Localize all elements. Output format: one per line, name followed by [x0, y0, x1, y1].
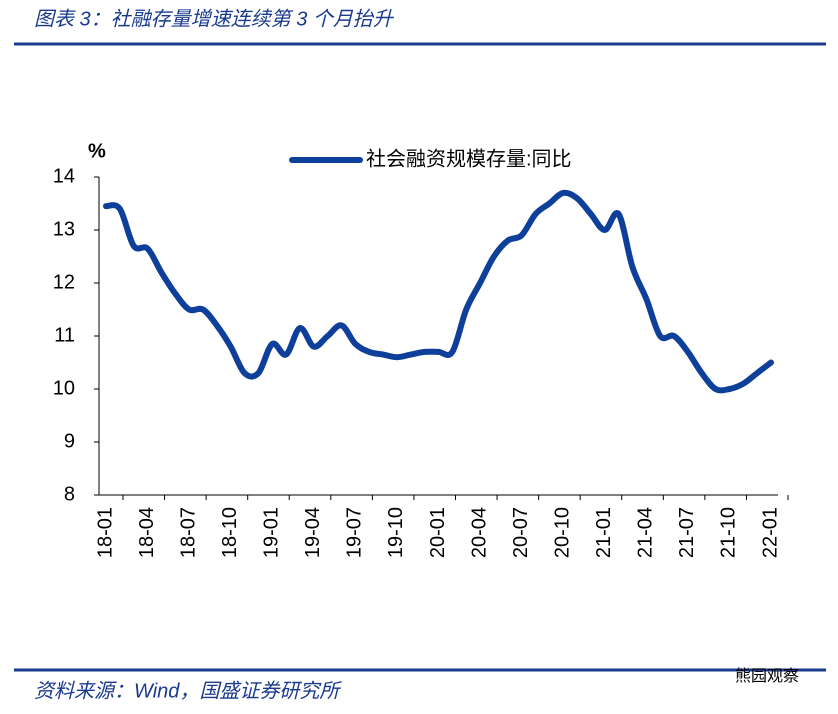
y-axis-label: % [88, 140, 106, 162]
x-tick-label: 20-04 [468, 507, 490, 558]
series-line [103, 189, 774, 394]
chart-title: 图表 3：社融存量增速连续第 3 个月抬升 [34, 8, 395, 30]
x-tick-label: 21-01 [593, 507, 615, 558]
x-tick-label: 21-07 [676, 507, 698, 558]
source: 资料来源：Wind，国盛证券研究所 [34, 680, 342, 702]
y-tick-label: 9 [64, 430, 75, 452]
x-tick-label: 20-01 [427, 507, 449, 558]
x-tick-label: 19-04 [302, 507, 324, 558]
x-tick-label: 18-01 [94, 507, 116, 558]
x-tick-label: 18-10 [219, 507, 241, 558]
x-tick-label: 22-01 [759, 507, 781, 558]
x-tick-label: 18-07 [177, 507, 199, 558]
y-tick-label: 10 [53, 377, 75, 399]
y-tick-label: 11 [54, 324, 75, 346]
x-tick-label: 18-04 [136, 507, 158, 558]
y-tick-label: 12 [53, 271, 75, 293]
legend-label: 社会融资规模存量:同比 [366, 147, 572, 170]
x-tick-label: 19-07 [344, 507, 366, 558]
x-tick-label: 20-10 [551, 507, 573, 558]
watermark: 熊园观察 [735, 667, 799, 685]
x-tick-label: 20-07 [510, 507, 532, 558]
y-tick-label: 13 [53, 218, 75, 240]
x-tick-label: 21-10 [718, 507, 740, 558]
y-tick-label: 14 [53, 165, 75, 187]
x-tick-label: 19-10 [385, 507, 407, 558]
x-tick-label: 19-01 [261, 507, 283, 558]
y-tick-label: 8 [64, 483, 75, 505]
x-tick-label: 21-04 [635, 507, 657, 558]
